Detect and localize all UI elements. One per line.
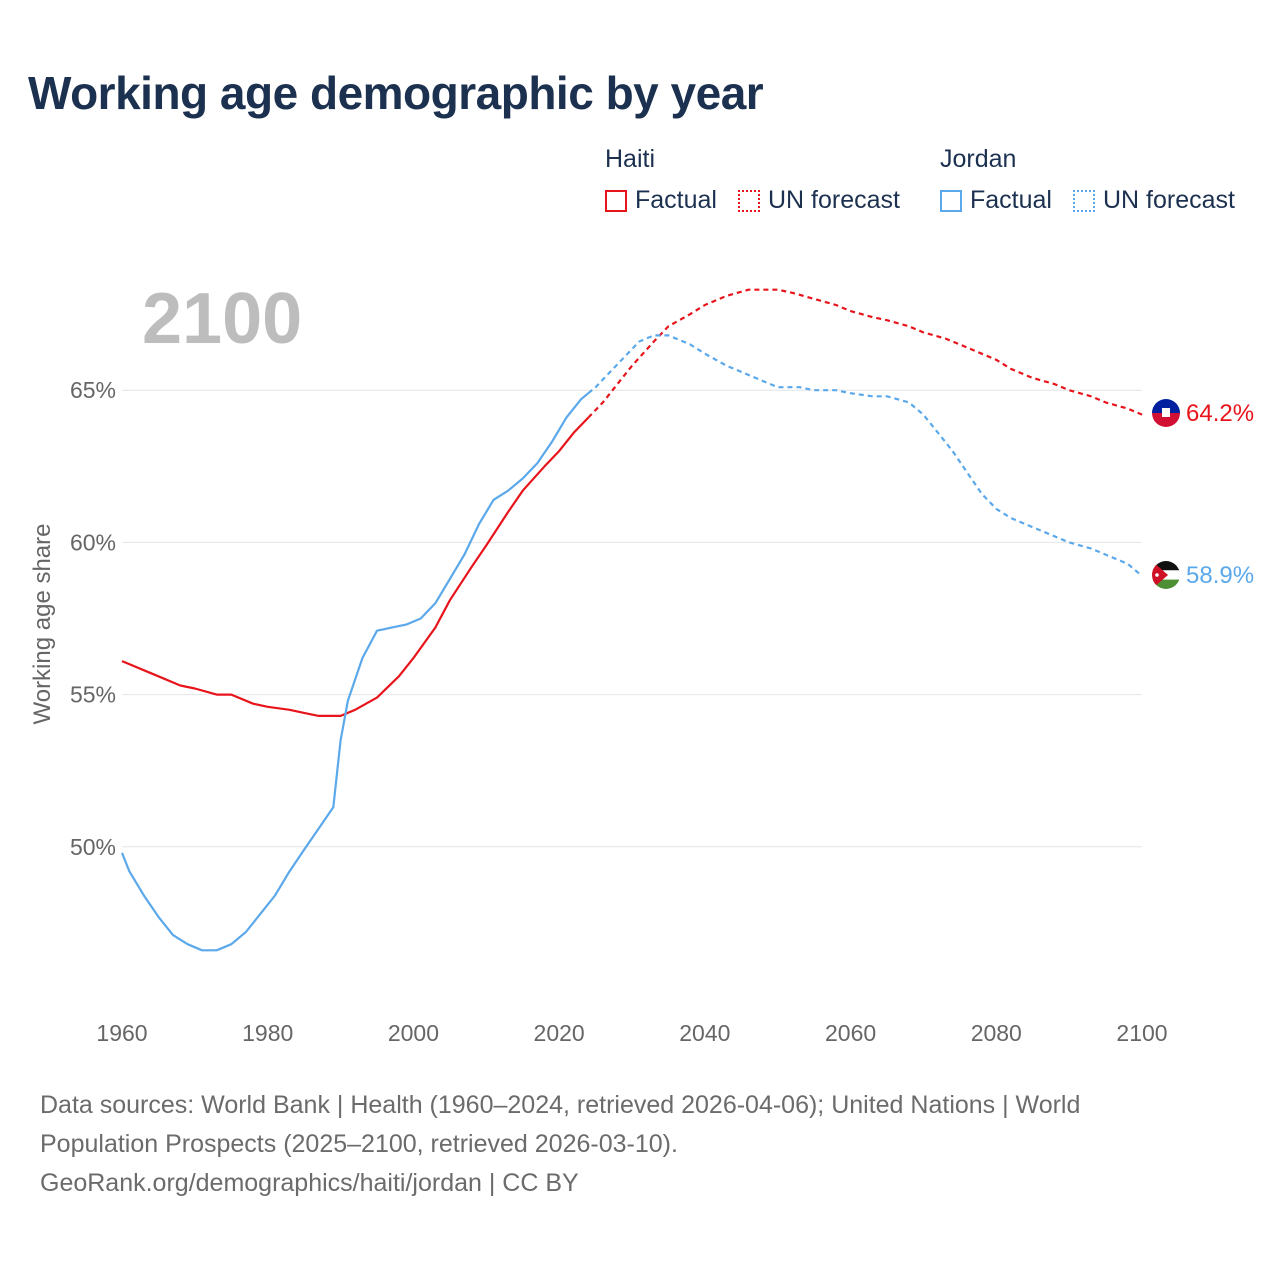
x-tick-label: 2080 bbox=[971, 1020, 1022, 1046]
sources-link[interactable]: GeoRank.org/demographics/haiti/jordan | … bbox=[40, 1169, 579, 1197]
year-label: 2100 bbox=[142, 279, 302, 359]
legend-label: Factual bbox=[970, 186, 1052, 214]
legend-haiti-factual[interactable]: Factual bbox=[605, 186, 717, 215]
data-sources: Data sources: World Bank | Health (1960–… bbox=[40, 1086, 1220, 1203]
x-tick-label: 2000 bbox=[388, 1020, 439, 1046]
x-tick-label: 2100 bbox=[1116, 1020, 1167, 1046]
legend-haiti-forecast[interactable]: UN forecast bbox=[738, 186, 900, 215]
haiti-forecast-line bbox=[587, 288, 1143, 419]
legend-label: Factual bbox=[635, 186, 717, 214]
dotted-swatch-icon bbox=[1073, 189, 1095, 212]
haiti-end-label: 64.2% bbox=[1186, 400, 1254, 427]
legend-jordan-forecast[interactable]: UN forecast bbox=[1073, 186, 1235, 215]
solid-swatch-icon bbox=[605, 189, 627, 212]
sources-line-1: Data sources: World Bank | Health (1960–… bbox=[40, 1091, 1081, 1119]
legend-jordan-factual[interactable]: Factual bbox=[940, 186, 1052, 215]
jordan-flag-icon bbox=[1152, 561, 1180, 589]
y-axis-label: Working age share bbox=[29, 524, 56, 725]
haiti-factual-line bbox=[121, 416, 590, 718]
y-tick-label: 60% bbox=[70, 529, 116, 555]
legend-label: UN forecast bbox=[768, 186, 900, 214]
dotted-swatch-icon bbox=[738, 189, 760, 212]
legend-jordan-title: Jordan bbox=[940, 145, 1017, 173]
x-tick-label: 2020 bbox=[534, 1020, 585, 1046]
jordan-forecast-line bbox=[587, 334, 1143, 577]
y-tick-label: 50% bbox=[70, 834, 116, 860]
y-tick-label: 55% bbox=[70, 682, 116, 708]
line-chart: 2100 Working age share 50% 55% 60% 65% 1960… bbox=[29, 279, 1254, 1046]
y-tick-label: 65% bbox=[70, 377, 116, 403]
haiti-flag-icon bbox=[1152, 399, 1180, 427]
chart-title: Working age demographic by year bbox=[28, 67, 764, 119]
x-tick-label: 2040 bbox=[679, 1020, 730, 1046]
x-tick-label: 1960 bbox=[96, 1020, 147, 1046]
jordan-factual-line bbox=[120, 392, 590, 952]
legend-label: UN forecast bbox=[1103, 186, 1235, 214]
x-tick-label: 2060 bbox=[825, 1020, 876, 1046]
legend-haiti-title: Haiti bbox=[605, 145, 656, 173]
jordan-end-label: 58.9% bbox=[1186, 562, 1254, 589]
sources-line-2: Population Prospects (2025–2100, retriev… bbox=[40, 1130, 678, 1158]
solid-swatch-icon bbox=[940, 189, 962, 212]
x-tick-label: 1980 bbox=[242, 1020, 293, 1046]
